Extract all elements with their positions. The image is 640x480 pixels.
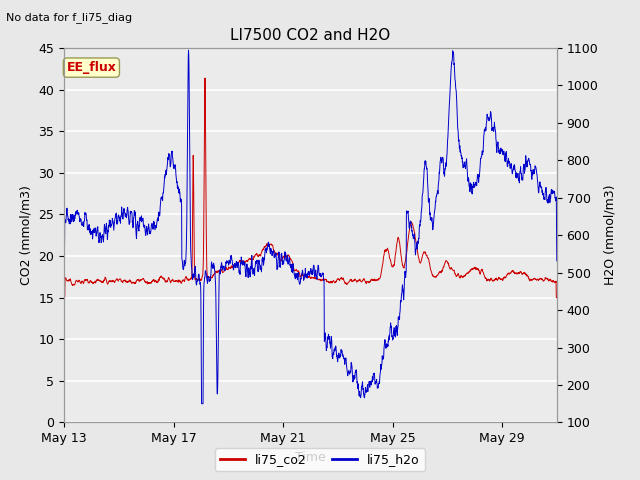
Text: EE_flux: EE_flux xyxy=(67,61,116,74)
Y-axis label: CO2 (mmol/m3): CO2 (mmol/m3) xyxy=(20,185,33,285)
Y-axis label: H2O (mmol/m3): H2O (mmol/m3) xyxy=(604,185,617,286)
X-axis label: Time: Time xyxy=(295,451,326,464)
Text: No data for f_li75_diag: No data for f_li75_diag xyxy=(6,12,132,23)
Title: LI7500 CO2 and H2O: LI7500 CO2 and H2O xyxy=(230,28,390,43)
Legend: li75_co2, li75_h2o: li75_co2, li75_h2o xyxy=(215,448,425,471)
